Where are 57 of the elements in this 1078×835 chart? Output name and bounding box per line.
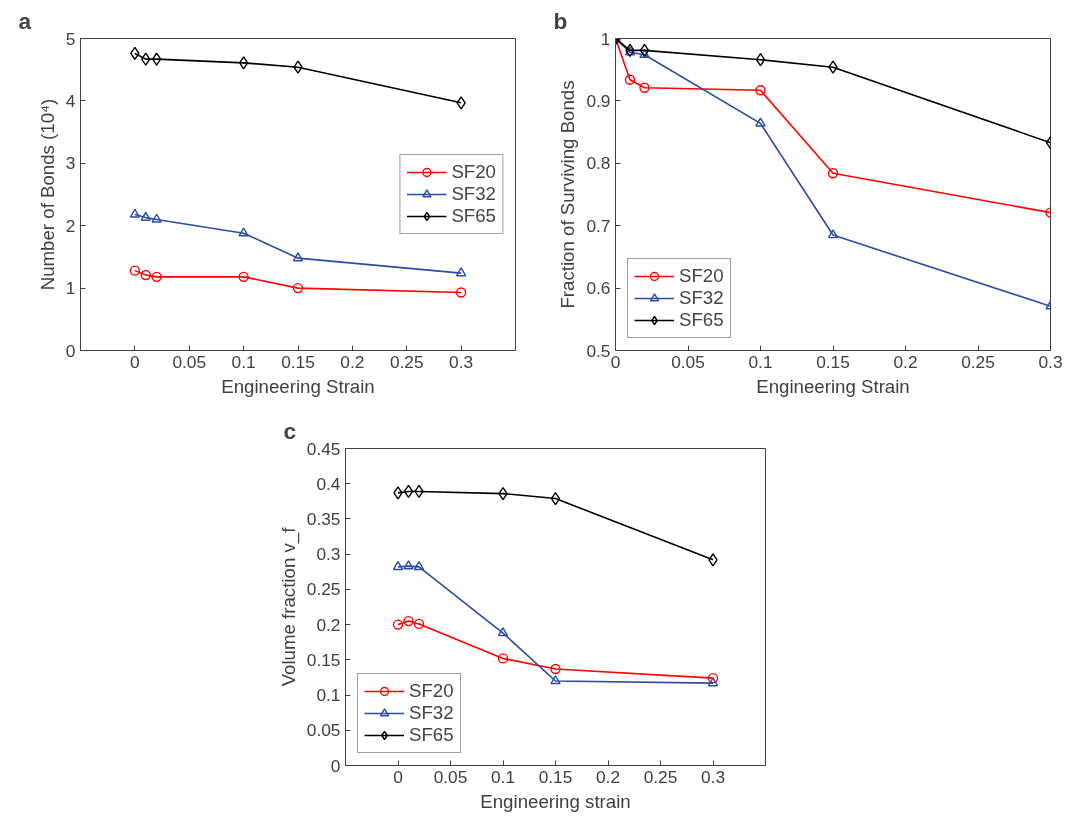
legend-label: SF32 <box>409 702 454 724</box>
y-axis-title: Fraction of Surviving Bonds <box>557 80 579 309</box>
chart-title: a <box>18 7 32 34</box>
x-tick-label: 0.1 <box>748 351 773 372</box>
x-tick-label: 0.2 <box>893 351 918 372</box>
x-tick-label: 0.15 <box>816 351 850 372</box>
x-tick-label: 0.1 <box>231 351 256 372</box>
y-tick-label: 0.4 <box>316 473 341 494</box>
x-tick-label: 0.1 <box>490 766 516 787</box>
x-tick-label: 0.3 <box>449 351 474 372</box>
y-tick-label: 0.25 <box>306 579 341 600</box>
legend-label: SF32 <box>451 183 496 205</box>
x-tick-label: 0.25 <box>961 351 995 372</box>
legend-label: SF65 <box>679 309 724 331</box>
x-tick-label: 0.15 <box>538 766 573 787</box>
y-tick-label: 4 <box>65 90 76 111</box>
x-axis-title: Engineering Strain <box>756 375 910 397</box>
x-axis-title: Engineering strain <box>480 790 631 812</box>
legend-label: SF20 <box>409 680 454 702</box>
y-tick-label: 0.5 <box>586 340 611 361</box>
x-tick-label: 0.05 <box>433 766 468 787</box>
y-tick-label: 0.9 <box>586 90 611 111</box>
y-tick-label: 1 <box>65 278 76 299</box>
y-tick-label: 2 <box>65 215 76 236</box>
chart-title: c <box>283 417 297 444</box>
y-tick-label: 0.8 <box>586 153 611 174</box>
y-tick-label: 0.1 <box>316 685 341 706</box>
x-tick-label: 0.2 <box>340 351 365 372</box>
x-tick-label: 0.05 <box>172 351 207 372</box>
legend-label: SF65 <box>409 724 454 746</box>
y-tick-label: 0.3 <box>316 544 341 565</box>
y-tick-label: 1 <box>600 28 611 49</box>
legend-label: SF32 <box>679 287 724 309</box>
y-tick-label: 0.15 <box>306 649 341 670</box>
y-tick-label: 0.35 <box>306 508 341 529</box>
y-axis-title: Volume fraction v_f <box>277 526 300 687</box>
y-tick-label: 0.2 <box>316 614 341 635</box>
x-tick-label: 0 <box>130 351 140 372</box>
x-tick-label: 0.25 <box>389 351 424 372</box>
y-tick-label: 0.6 <box>586 278 611 299</box>
y-tick-label: 3 <box>65 153 76 174</box>
legend-label: SF20 <box>451 161 496 183</box>
y-tick-label: 0.05 <box>306 720 341 741</box>
y-tick-label: 5 <box>65 28 76 49</box>
x-tick-label: 0.25 <box>643 766 678 787</box>
chart-title: b <box>553 7 568 34</box>
x-tick-label: 0.05 <box>671 351 705 372</box>
x-tick-label: 0.15 <box>281 351 315 372</box>
x-tick-label: 0.3 <box>1038 351 1063 372</box>
legend-label: SF20 <box>679 265 724 287</box>
y-tick-label: 0.45 <box>306 438 341 459</box>
x-tick-label: 0.3 <box>700 766 726 787</box>
y-tick-label: 0.7 <box>586 215 611 236</box>
y-axis-title: Number of Bonds (10⁴) <box>36 98 58 291</box>
legend-label: SF65 <box>451 205 496 227</box>
x-tick-label: 0 <box>393 766 403 787</box>
x-axis-title: Engineering Strain <box>221 375 375 397</box>
